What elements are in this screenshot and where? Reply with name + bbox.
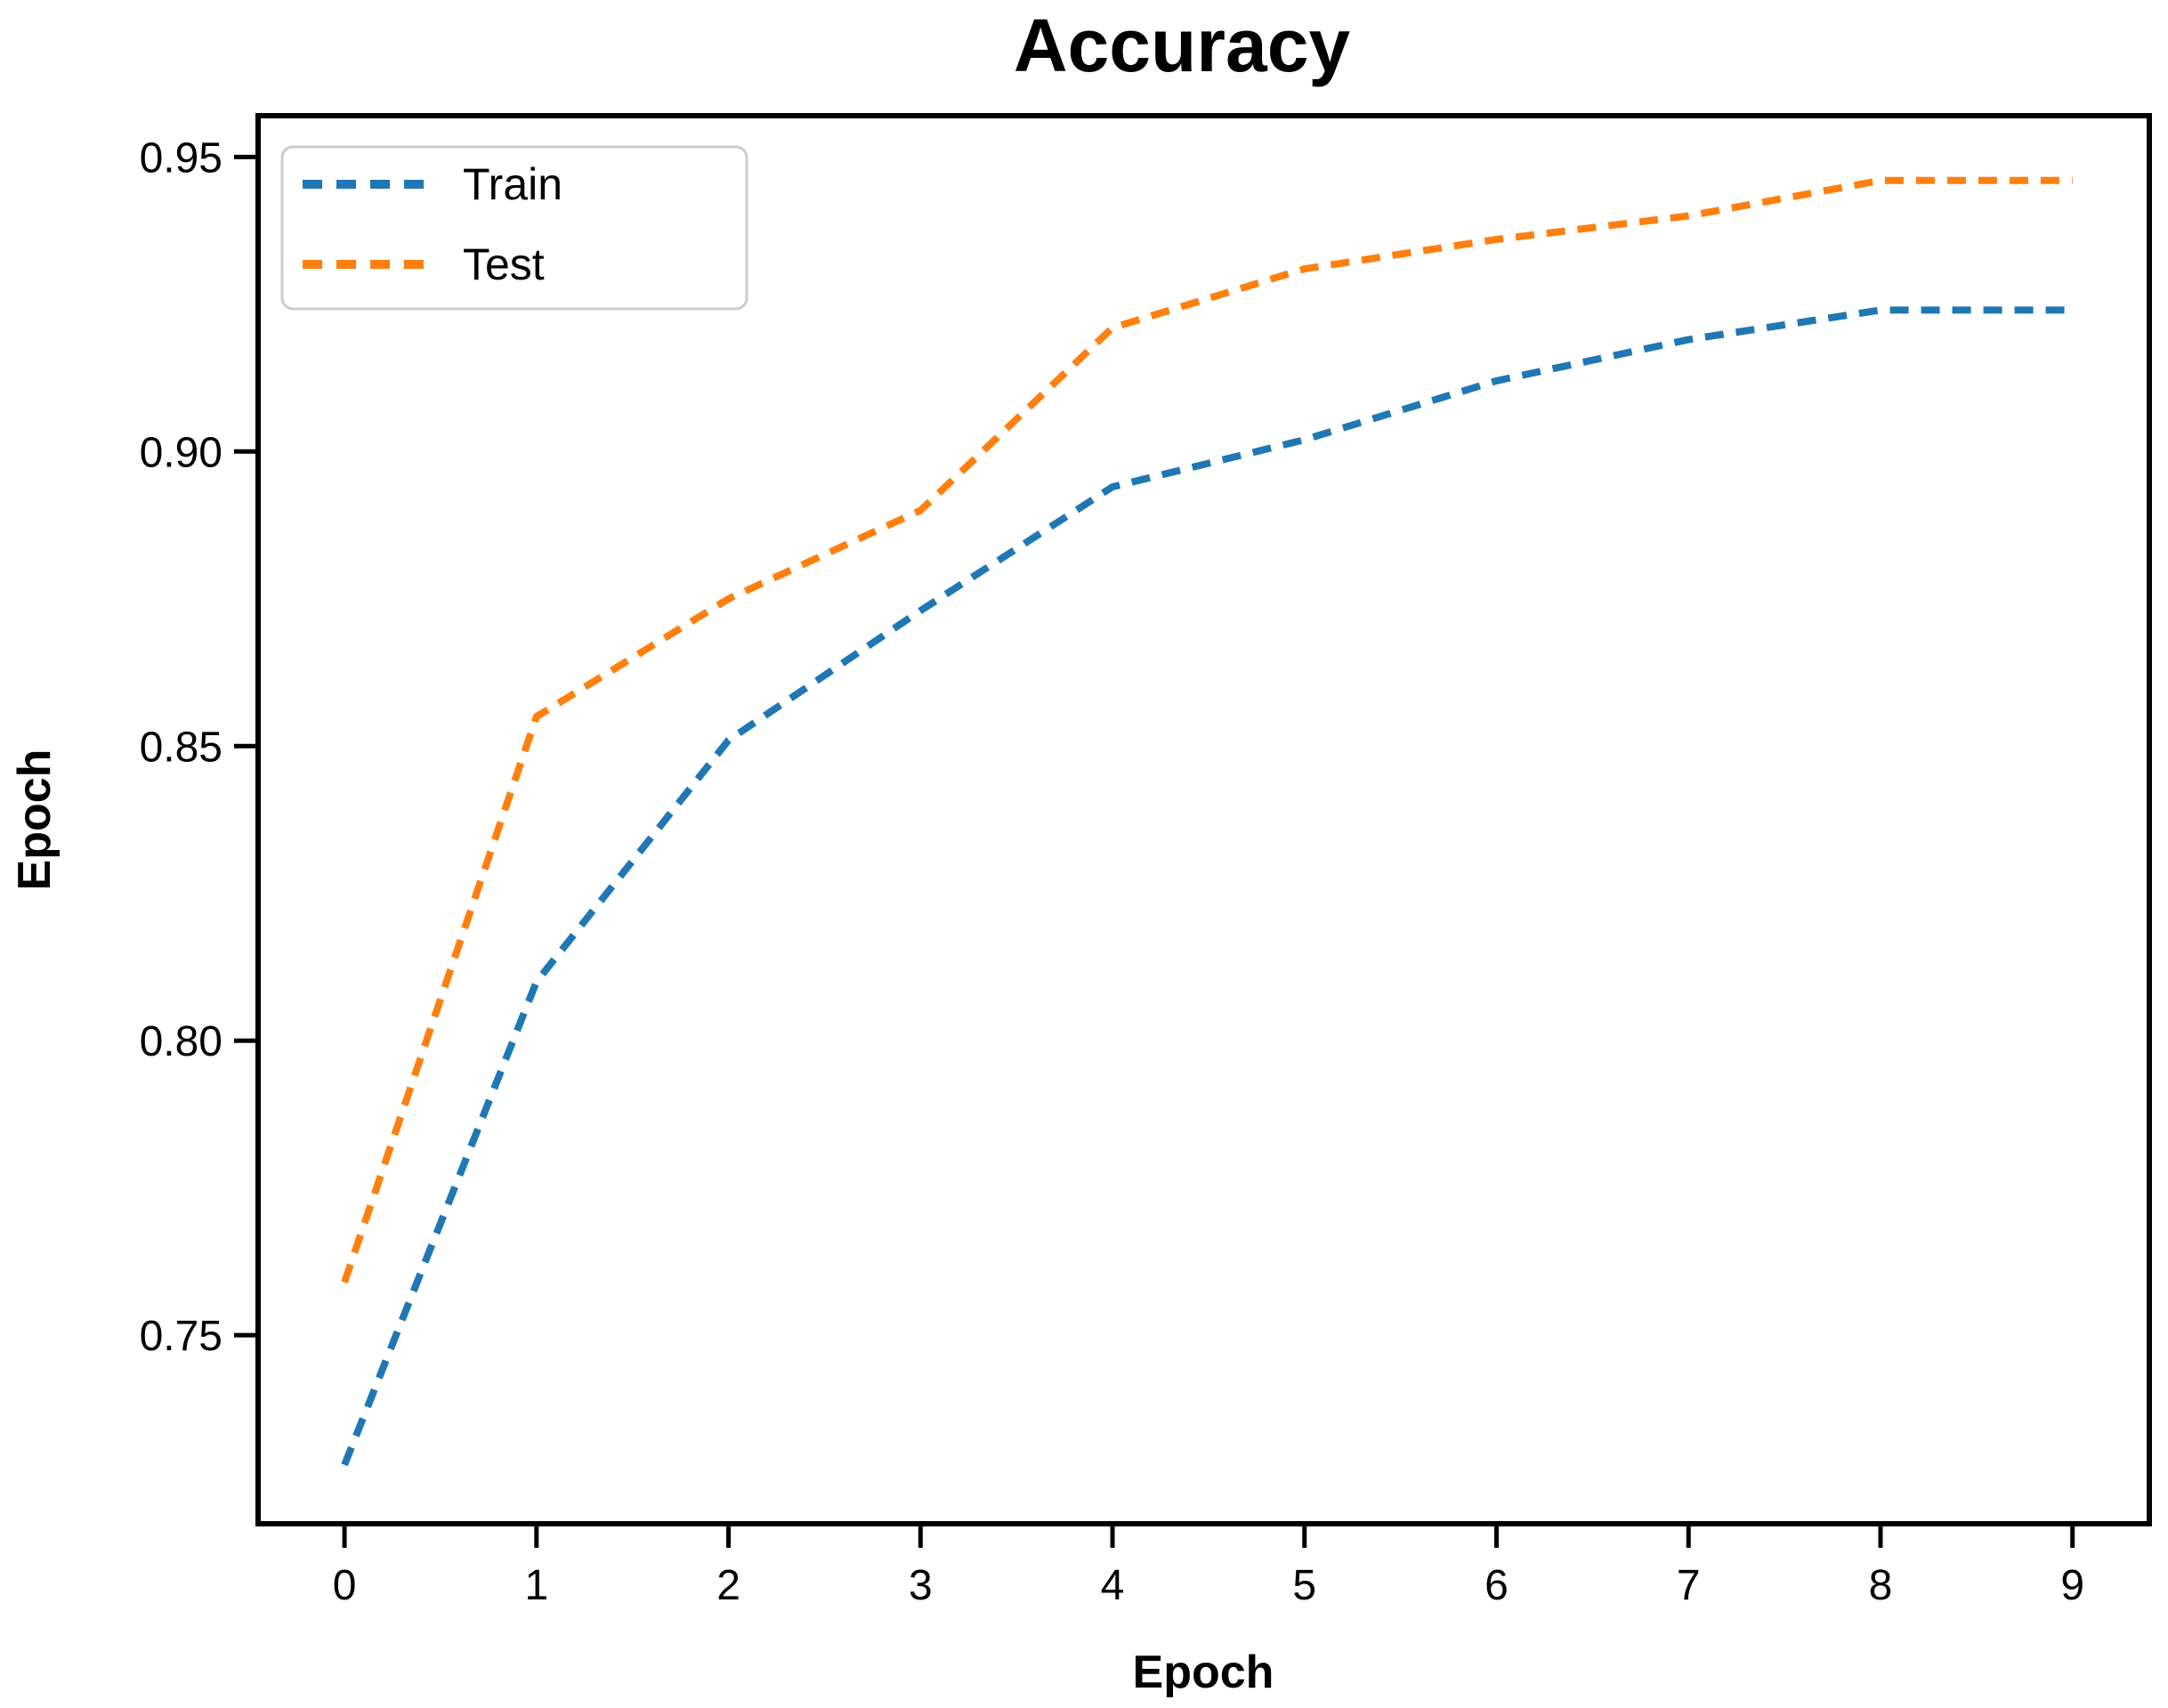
y-tick-label: 0.90 [140, 429, 222, 476]
x-tick-label: 8 [1869, 1562, 1893, 1609]
x-tick-label: 5 [1292, 1562, 1316, 1609]
chart-title: Accuracy [1014, 4, 1351, 87]
x-tick-label: 9 [2060, 1562, 2084, 1609]
x-tick-label: 7 [1677, 1562, 1701, 1609]
y-tick-label: 0.85 [140, 724, 222, 771]
y-axis-label: Epoch [9, 749, 61, 891]
y-tick-label: 0.80 [140, 1018, 222, 1065]
x-tick-label: 1 [524, 1562, 548, 1609]
legend-box [280, 145, 748, 311]
x-tick-label: 4 [1101, 1562, 1125, 1609]
x-tick-label: 3 [909, 1562, 933, 1609]
legend-label-test: Test [463, 239, 545, 289]
series-line-test [341, 176, 2073, 1283]
x-tick-label: 6 [1484, 1562, 1509, 1609]
series-line-train [341, 306, 2073, 1467]
y-tick-label: 0.75 [140, 1313, 222, 1360]
y-tick-label: 0.95 [140, 134, 222, 182]
x-tick-label: 2 [716, 1562, 740, 1609]
x-tick-label: 0 [333, 1562, 357, 1609]
plot-layer: 0 1 2 3 4 5 6 7 8 9 0.75 0.80 0.85 0.90 0.95 Train Test [140, 113, 2152, 1609]
plot-border [255, 113, 2152, 1526]
x-axis-label: Epoch [1133, 1647, 1274, 1698]
legend-label-train: Train [463, 159, 562, 209]
